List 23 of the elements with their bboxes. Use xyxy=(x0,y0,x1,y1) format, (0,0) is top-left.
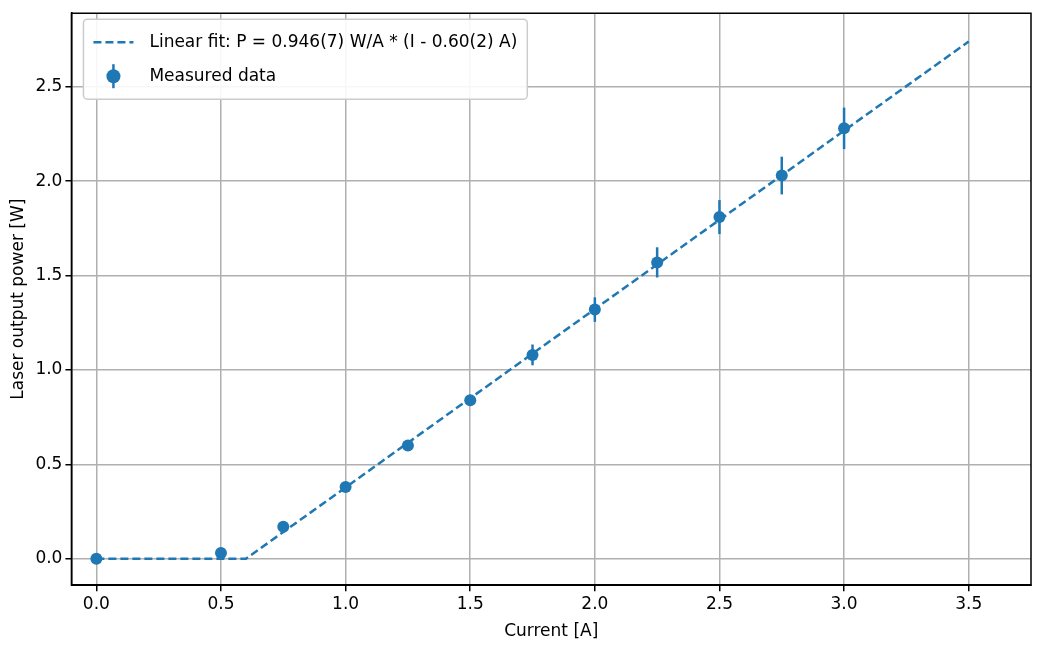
x-tick-label: 3.0 xyxy=(830,592,858,613)
point xyxy=(90,552,103,565)
x-tick-label: 0.0 xyxy=(82,592,110,613)
x-tick-label: 3.5 xyxy=(955,592,983,613)
point xyxy=(277,520,290,533)
x-axis-title: Current [A] xyxy=(504,620,599,641)
point xyxy=(464,394,477,407)
y-tick-label: 2.0 xyxy=(35,169,63,190)
x-tick-label: 0.5 xyxy=(207,592,235,613)
x-tick-label: 2.0 xyxy=(581,592,609,613)
y-tick-label: 0.0 xyxy=(35,547,63,568)
point xyxy=(339,481,352,494)
y-tick-label: 1.5 xyxy=(35,264,63,285)
x-tick-label: 1.0 xyxy=(332,592,360,613)
y-axis-title: Laser output power [W] xyxy=(6,198,27,400)
x-tick-label: 1.5 xyxy=(456,592,484,613)
y-tick-label: 2.5 xyxy=(35,75,63,96)
legend-label: Measured data xyxy=(149,64,277,85)
x-tick-label: 2.5 xyxy=(705,592,733,613)
point xyxy=(401,439,414,452)
y-tick-label: 0.5 xyxy=(35,452,63,473)
legend-label: Linear fit: P = 0.946(7) W/A * (I - 0.60(2) A) xyxy=(149,30,518,51)
y-tick-label: 1.0 xyxy=(35,358,63,379)
